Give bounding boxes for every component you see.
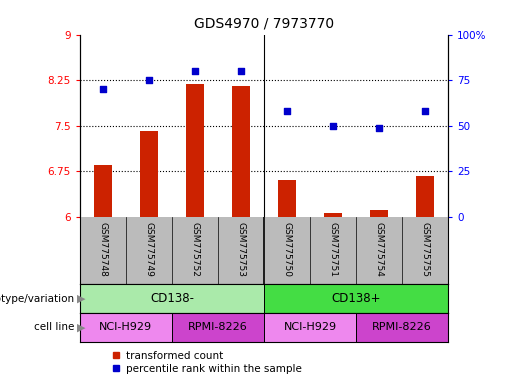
Point xyxy=(191,68,199,74)
Point xyxy=(237,68,245,74)
Text: GSM775751: GSM775751 xyxy=(329,222,337,277)
Bar xyxy=(232,86,250,217)
Bar xyxy=(356,313,448,342)
Bar xyxy=(264,284,448,313)
Point xyxy=(421,108,429,114)
Bar xyxy=(140,131,158,217)
Bar xyxy=(324,213,342,217)
Bar xyxy=(186,84,204,217)
Text: NCI-H929: NCI-H929 xyxy=(283,322,336,333)
Text: GSM775755: GSM775755 xyxy=(421,222,430,277)
Text: RPMI-8226: RPMI-8226 xyxy=(372,322,432,333)
Text: cell line: cell line xyxy=(35,322,75,333)
Text: GSM775748: GSM775748 xyxy=(98,222,107,277)
Text: RPMI-8226: RPMI-8226 xyxy=(188,322,248,333)
Text: GSM775754: GSM775754 xyxy=(374,222,384,277)
Title: GDS4970 / 7973770: GDS4970 / 7973770 xyxy=(194,17,334,31)
Text: GSM775753: GSM775753 xyxy=(236,222,246,277)
Text: CD138-: CD138- xyxy=(150,292,194,305)
Text: GSM775750: GSM775750 xyxy=(282,222,291,277)
Bar xyxy=(278,180,296,217)
Text: GSM775752: GSM775752 xyxy=(191,222,199,277)
Text: CD138+: CD138+ xyxy=(331,292,381,305)
Bar xyxy=(94,165,112,217)
Legend: transformed count, percentile rank within the sample: transformed count, percentile rank withi… xyxy=(111,351,302,374)
Point xyxy=(99,86,107,93)
Point xyxy=(283,108,291,114)
Bar xyxy=(172,313,264,342)
Bar xyxy=(416,176,434,217)
Text: genotype/variation: genotype/variation xyxy=(0,293,75,304)
Bar xyxy=(264,313,356,342)
Text: ▶: ▶ xyxy=(77,293,86,304)
Text: NCI-H929: NCI-H929 xyxy=(99,322,152,333)
Text: GSM775749: GSM775749 xyxy=(144,222,153,277)
Bar xyxy=(80,284,264,313)
Bar xyxy=(370,210,388,217)
Text: ▶: ▶ xyxy=(77,322,86,333)
Point xyxy=(329,123,337,129)
Point xyxy=(145,77,153,83)
Bar xyxy=(80,313,172,342)
Point xyxy=(375,124,383,131)
